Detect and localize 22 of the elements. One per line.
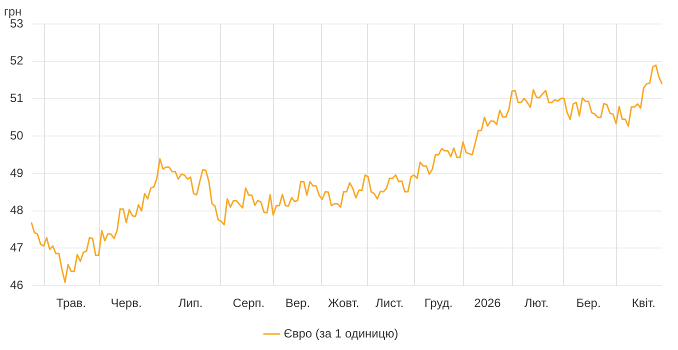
- x-tick-label: Жовт.: [328, 296, 360, 310]
- x-tick-label: Трав.: [56, 296, 86, 310]
- x-tick-label: Бер.: [576, 296, 601, 310]
- x-tick-label: Вер.: [285, 296, 310, 310]
- legend-label: Євро (за 1 одиницю): [284, 326, 398, 340]
- y-tick-label: 51: [10, 91, 24, 106]
- x-tick-label: Черв.: [110, 296, 142, 310]
- y-tick-label: 47: [10, 240, 24, 255]
- y-tick-label: 52: [10, 54, 24, 68]
- x-tick-label: Лист.: [375, 296, 404, 310]
- y-axis-title: грн: [4, 4, 22, 18]
- x-tick-label: Груд.: [424, 296, 453, 310]
- x-tick-label: 2026: [474, 296, 502, 310]
- x-tick-label: Лип.: [178, 296, 203, 310]
- y-tick-label: 49: [10, 166, 24, 180]
- y-tick-label: 46: [10, 278, 24, 292]
- y-tick-label: 50: [10, 128, 24, 142]
- x-tick-label: Квіт.: [632, 296, 656, 310]
- x-tick-label: Серп.: [232, 296, 265, 310]
- y-tick-label: 48: [10, 203, 24, 218]
- x-tick-label: Лют.: [524, 296, 549, 310]
- y-tick-label: 53: [10, 16, 24, 30]
